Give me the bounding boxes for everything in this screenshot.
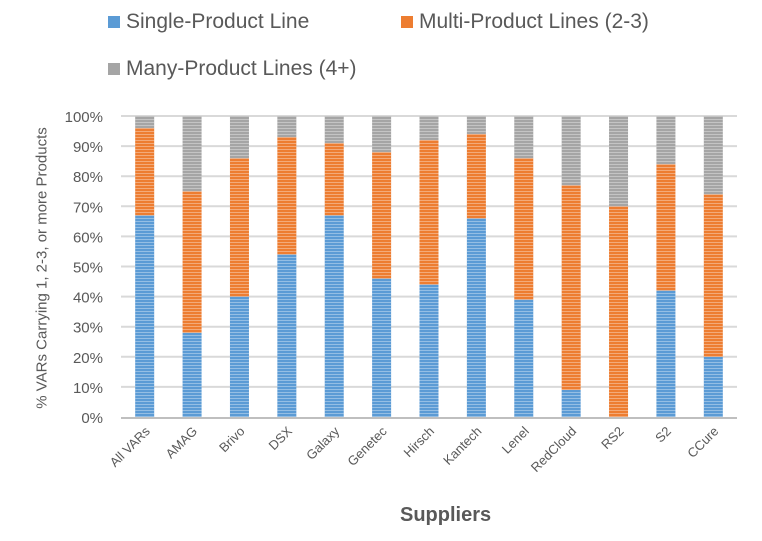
bar-texture — [229, 116, 249, 159]
x-tick-label: Galaxy — [303, 423, 343, 463]
x-tick-label: RS2 — [598, 424, 626, 452]
bar-texture — [466, 134, 486, 219]
y-tick-label: 90% — [73, 139, 103, 156]
bar-texture — [656, 290, 676, 417]
bar-texture — [182, 116, 202, 192]
y-tick-label: 20% — [73, 350, 103, 367]
y-tick-label: 80% — [73, 169, 103, 186]
legend-label-many: Many-Product Lines (4+) — [126, 57, 357, 80]
y-tick-label: 50% — [73, 260, 103, 277]
bar-texture — [466, 218, 486, 417]
bar-texture — [372, 152, 392, 279]
x-tick-label: S2 — [652, 424, 674, 446]
bar-texture — [609, 116, 629, 207]
bar-texture — [703, 194, 723, 357]
y-tick-label: 10% — [73, 380, 103, 397]
y-tick-label: 40% — [73, 290, 103, 307]
bar-texture — [656, 164, 676, 291]
x-tick-label: Brivo — [216, 424, 248, 456]
bar-texture — [561, 116, 581, 186]
y-tick-label: 30% — [73, 320, 103, 337]
y-tick-label: 100% — [65, 109, 103, 126]
bar-texture — [703, 356, 723, 417]
bar-texture — [229, 296, 249, 417]
bar-texture — [419, 140, 439, 285]
x-tick-label: AMAG — [163, 424, 201, 462]
legend-item-single: Single-Product Line — [108, 10, 309, 34]
bar-texture — [656, 116, 676, 165]
x-tick-label: Kantech — [440, 424, 484, 468]
bar-texture — [561, 185, 581, 390]
bar-texture — [229, 158, 249, 297]
bar-texture — [135, 116, 155, 129]
y-tick-label: 60% — [73, 229, 103, 246]
bar-texture — [324, 116, 344, 144]
bars — [135, 116, 723, 417]
legend-label-multi: Multi-Product Lines (2-3) — [419, 10, 649, 33]
x-tick-label: RedCloud — [528, 424, 579, 475]
y-axis-title: % VARs Carrying 1, 2-3, or more Products — [33, 127, 51, 409]
bar-texture — [324, 215, 344, 417]
bar-texture — [135, 128, 155, 216]
bar-texture — [182, 191, 202, 333]
bar-texture — [135, 215, 155, 417]
y-tick-label: 70% — [73, 199, 103, 216]
x-tick-label: Hirsch — [400, 424, 437, 461]
x-axis-title: Suppliers — [400, 504, 492, 526]
bar-texture — [703, 116, 723, 195]
chart-legend: Single-Product Line Multi-Product Lines … — [0, 0, 762, 100]
bar-texture — [277, 116, 297, 138]
bar-texture — [609, 206, 629, 417]
bar-texture — [514, 116, 534, 159]
bar-texture — [419, 284, 439, 417]
x-tick-label: Genetec — [344, 423, 390, 469]
x-axis-ticks: All VARs AMAG Brivo DSX Galaxy Genetec Hirsch K… — [107, 423, 722, 475]
legend-swatch-many — [108, 63, 120, 75]
bar-texture — [182, 332, 202, 417]
bar-texture — [514, 158, 534, 300]
x-tick-label: Lenel — [499, 423, 532, 456]
legend-swatch-single — [108, 16, 120, 28]
x-tick-label: CCure — [684, 424, 721, 461]
y-axis-ticks: 0% 10% 20% 30% 40% 50% 60% 70% 80% 90% 100% — [65, 109, 103, 427]
y-tick-label: 0% — [81, 410, 103, 427]
bar-texture — [466, 116, 486, 135]
x-tick-label: All VARs — [107, 423, 154, 470]
bar-texture — [277, 254, 297, 417]
bar-texture — [514, 299, 534, 417]
bar-texture — [324, 143, 344, 216]
bar-texture — [277, 137, 297, 255]
bar-texture — [561, 389, 581, 417]
bar-texture — [372, 116, 392, 153]
x-tick-label: DSX — [265, 423, 295, 453]
legend-swatch-multi — [401, 16, 413, 28]
legend-label-single: Single-Product Line — [126, 10, 310, 33]
bar-texture — [419, 116, 439, 141]
legend-item-many: Many-Product Lines (4+) — [108, 57, 357, 81]
legend-item-multi: Multi-Product Lines (2-3) — [401, 10, 649, 34]
bar-texture — [372, 278, 392, 417]
